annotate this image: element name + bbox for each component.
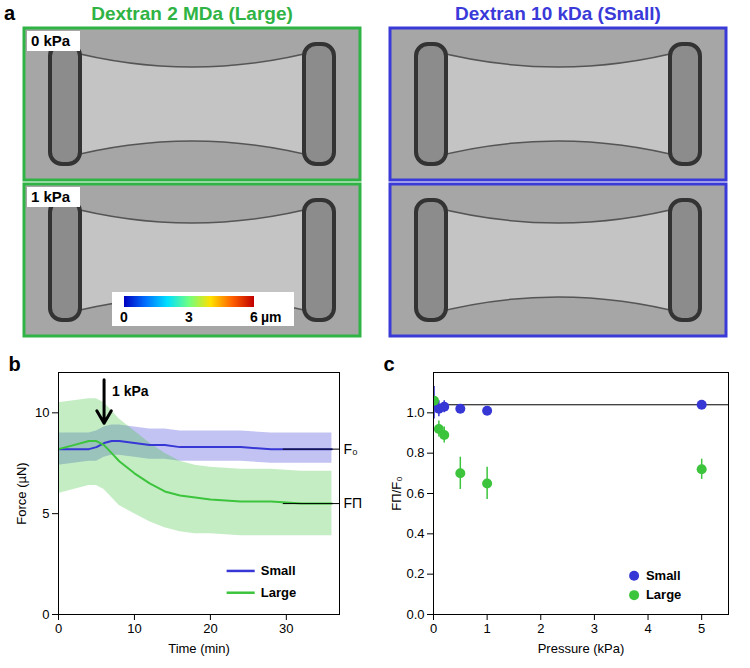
svg-text:1.0: 1.0 — [406, 405, 424, 420]
svg-text:0 kPa: 0 kPa — [31, 32, 71, 49]
svg-text:10: 10 — [127, 621, 141, 636]
svg-text:5: 5 — [698, 621, 705, 636]
svg-text:Dextran 10 kDa (Small): Dextran 10 kDa (Small) — [455, 3, 661, 24]
svg-text:Large: Large — [261, 585, 296, 600]
svg-text:0: 0 — [42, 607, 49, 622]
svg-text:2: 2 — [537, 621, 544, 636]
svg-text:Force (µN): Force (µN) — [14, 462, 29, 524]
svg-text:c: c — [384, 353, 395, 375]
svg-text:0.8: 0.8 — [406, 445, 424, 460]
svg-text:3: 3 — [185, 309, 193, 325]
svg-text:10: 10 — [35, 405, 49, 420]
svg-text:Small: Small — [646, 568, 681, 583]
svg-text:0: 0 — [120, 309, 128, 325]
svg-text:0.6: 0.6 — [406, 486, 424, 501]
svg-text:a: a — [4, 2, 16, 24]
svg-text:Dextran 2 MDa (Large): Dextran 2 MDa (Large) — [91, 3, 293, 24]
svg-text:6: 6 — [250, 309, 258, 325]
svg-text:20: 20 — [203, 621, 217, 636]
svg-text:b: b — [9, 353, 21, 375]
svg-text:FΠ: FΠ — [344, 495, 363, 511]
svg-text:5: 5 — [42, 506, 49, 521]
svg-text:4: 4 — [644, 621, 651, 636]
svg-text:0.0: 0.0 — [406, 607, 424, 622]
svg-text:FΠ/F₀: FΠ/F₀ — [389, 476, 404, 510]
svg-text:Time (min): Time (min) — [168, 641, 230, 656]
svg-text:Large: Large — [646, 587, 681, 602]
svg-text:3: 3 — [591, 621, 598, 636]
svg-text:30: 30 — [279, 621, 293, 636]
svg-text:F₀: F₀ — [344, 441, 359, 457]
svg-text:1 kPa: 1 kPa — [31, 188, 71, 205]
svg-text:µm: µm — [261, 309, 282, 325]
svg-text:1: 1 — [484, 621, 491, 636]
svg-text:1 kPa: 1 kPa — [112, 383, 149, 399]
svg-text:Small: Small — [261, 563, 296, 578]
svg-text:0: 0 — [430, 621, 437, 636]
svg-text:0.4: 0.4 — [406, 526, 424, 541]
svg-text:0.2: 0.2 — [406, 566, 424, 581]
svg-text:0: 0 — [55, 621, 62, 636]
svg-text:Pressure (kPa): Pressure (kPa) — [538, 641, 625, 656]
